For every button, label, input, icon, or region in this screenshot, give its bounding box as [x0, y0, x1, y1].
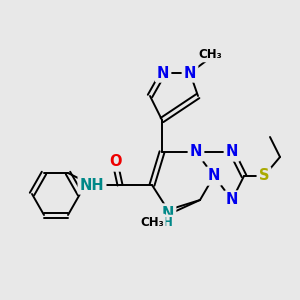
Text: S: S	[259, 169, 269, 184]
Text: N: N	[190, 145, 202, 160]
Text: N: N	[226, 145, 238, 160]
Text: CH₃: CH₃	[198, 47, 222, 61]
Text: N: N	[162, 206, 174, 220]
Text: CH₃: CH₃	[140, 215, 164, 229]
Text: N: N	[157, 65, 169, 80]
Text: O: O	[109, 154, 121, 169]
Text: H: H	[163, 217, 173, 230]
Text: N: N	[184, 65, 196, 80]
Text: N: N	[226, 193, 238, 208]
Text: N: N	[208, 169, 220, 184]
Text: NH: NH	[80, 178, 104, 193]
